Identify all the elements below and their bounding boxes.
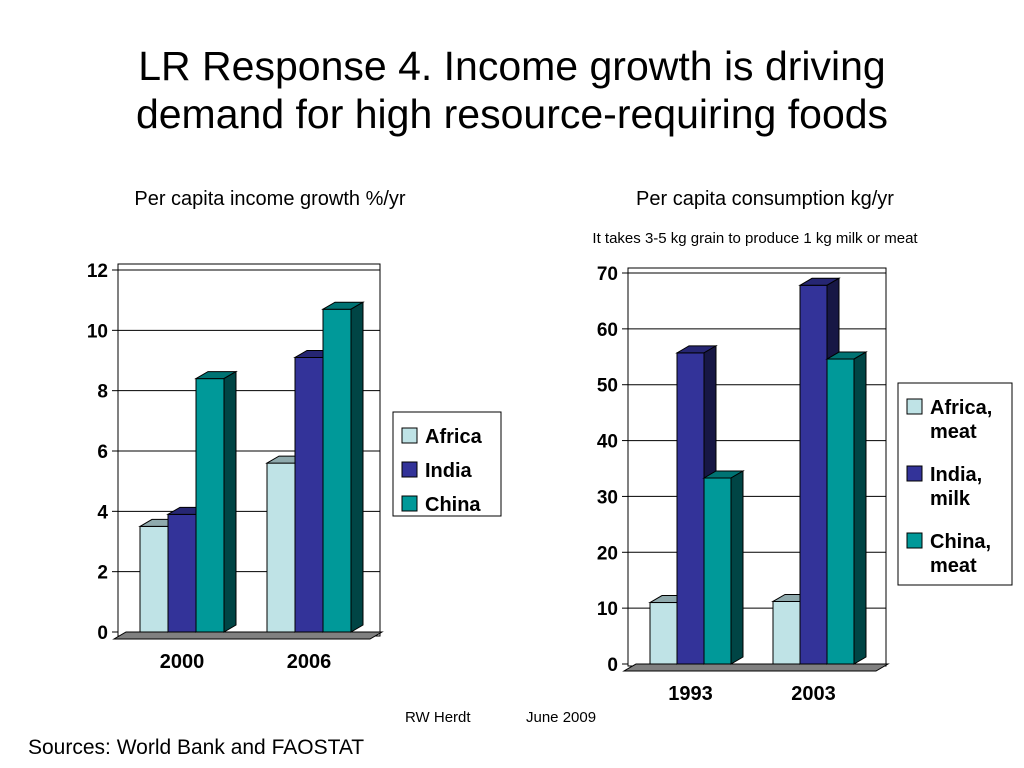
chart2-bar-india-milk: [799, 284, 828, 665]
chart2-category-label: 2003: [791, 683, 836, 705]
slide-title-line-2: demand for high resource-requiring foods: [135, 91, 889, 137]
chart1-y-tick-label: 0: [97, 623, 108, 644]
chart2-legend-swatch: [906, 398, 923, 415]
chart2-bar-africa-meat: [649, 602, 678, 665]
chart1-legend-swatch: [401, 495, 418, 512]
chart1-bar-india: [167, 513, 197, 633]
chart1-y-tick-label: 12: [87, 261, 108, 282]
chart2-y-tick-label: 60: [597, 320, 618, 341]
chart2-floor: [622, 663, 890, 672]
chart1-legend-label: China: [425, 494, 481, 516]
footer-author: RW Herdt: [405, 709, 471, 726]
chart2-y-tick-label: 50: [597, 376, 618, 397]
footer-date: June 2009: [526, 709, 597, 726]
chart1-y-tick-label: 8: [97, 382, 108, 403]
chart2-title: Per capita consumption kg/yr: [636, 188, 894, 210]
chart1-y-tick-label: 4: [97, 502, 108, 523]
chart1-category-label: 2000: [160, 651, 205, 673]
chart2-legend-swatch: [906, 465, 923, 482]
chart2-bar-side: [853, 351, 867, 665]
chart1-bar-side: [223, 370, 237, 633]
chart1-legend-swatch: [401, 427, 418, 444]
chart1-legend-label: India: [425, 460, 473, 482]
chart2-y-tick-label: 40: [597, 432, 618, 453]
chart1-y-tick-label: 6: [97, 442, 108, 463]
chart2-y-tick-label: 30: [597, 487, 618, 508]
chart2-y-tick-label: 70: [597, 264, 618, 285]
chart1-category-label: 2006: [287, 651, 332, 673]
chart2-bar-africa-meat: [772, 600, 801, 665]
chart-income-growth: 0 2 4 6 8 10 12 2000 2006 Africa India China: [87, 261, 502, 673]
chart1-y-tick-label: 10: [87, 321, 108, 342]
chart2-annotation: It takes 3-5 kg grain to produce 1 kg mi…: [592, 230, 918, 247]
chart2-y-tick-label: 0: [607, 655, 618, 676]
chart1-bar-africa: [266, 462, 296, 633]
chart2-legend-label: milk: [930, 488, 971, 510]
chart2-bar-china-meat: [826, 358, 855, 665]
chart1-floor: [112, 631, 384, 640]
slide-title: LR Response 4. Income growth is driving …: [0, 42, 1024, 138]
chart1-bar-china: [322, 308, 352, 633]
chart2-y-tick-label: 20: [597, 543, 618, 564]
chart2-bar-side: [730, 470, 744, 665]
chart2-bar-china-meat: [703, 477, 732, 665]
chart2-category-label: 1993: [668, 683, 713, 705]
chart2-legend-label: Africa,: [930, 397, 992, 419]
chart2-legend-label: meat: [930, 421, 977, 443]
chart1-legend-label: Africa: [425, 426, 483, 448]
chart1-title: Per capita income growth %/yr: [134, 188, 406, 210]
chart2-bar-india-milk: [676, 352, 705, 665]
chart2-legend-label: India,: [930, 464, 982, 486]
chart2-legend-swatch: [906, 532, 923, 549]
chart1-y-tick-label: 2: [97, 563, 108, 584]
slide-title-line-1: LR Response 4. Income growth is driving: [138, 43, 886, 89]
chart2-y-tick-label: 10: [597, 599, 618, 620]
chart2-legend-label: China,: [930, 531, 991, 553]
chart1-bar-africa: [139, 525, 169, 633]
chart1-bar-india: [294, 356, 324, 633]
chart1-bar-side: [350, 301, 364, 633]
chart2-legend-label: meat: [930, 555, 977, 577]
chart1-legend-swatch: [401, 461, 418, 478]
chart1-bar-china: [195, 378, 225, 633]
chart2-legend: [897, 382, 1013, 586]
sources-note: Sources: World Bank and FAOSTAT: [28, 736, 365, 759]
